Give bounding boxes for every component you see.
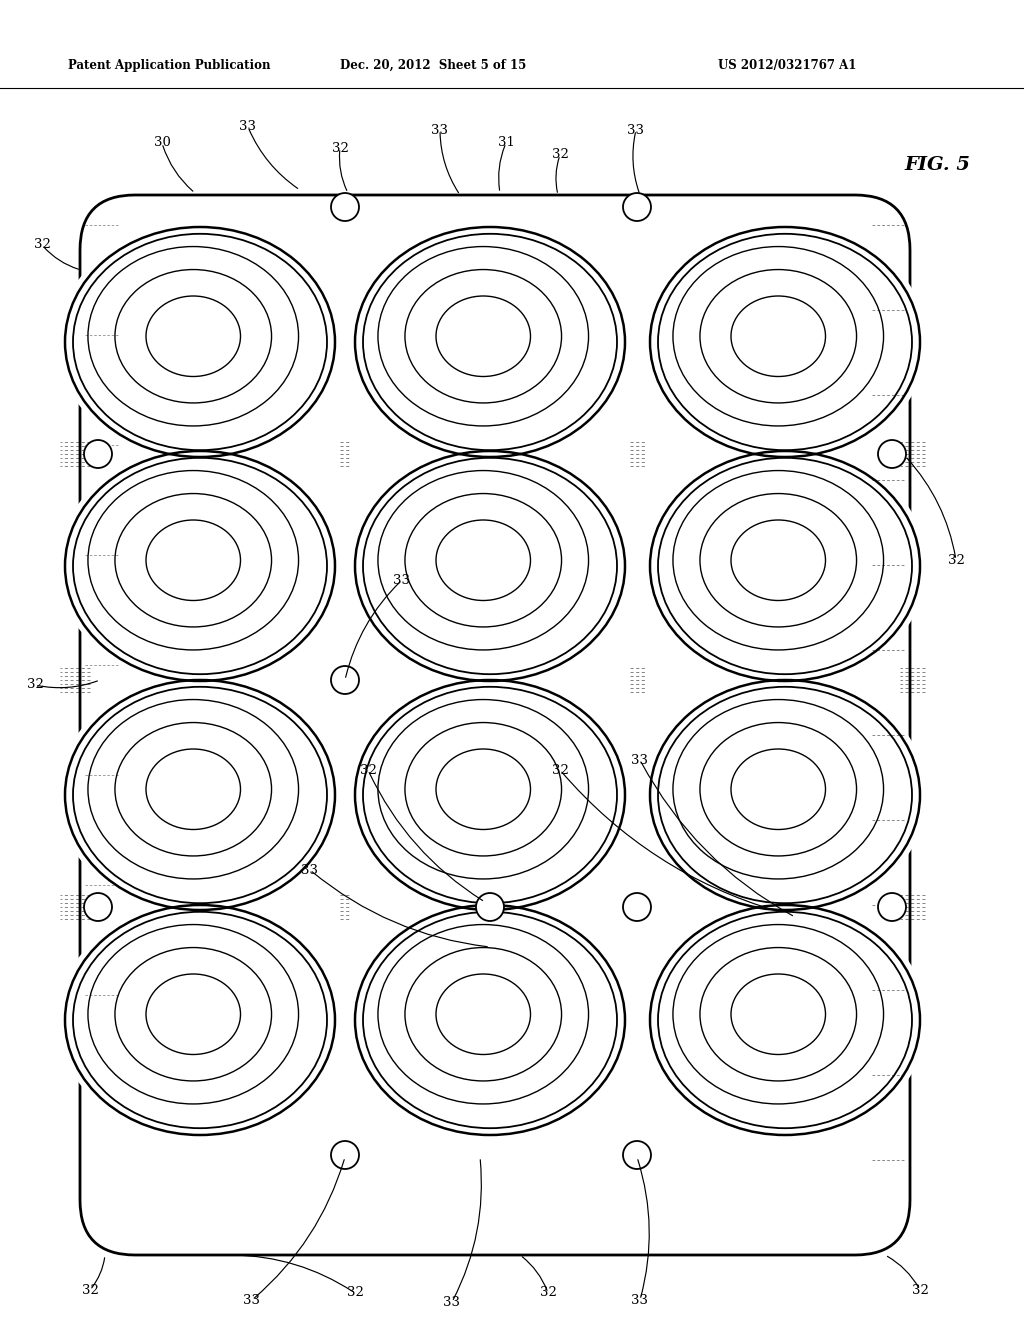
Text: 32: 32 [346,1287,364,1299]
Text: 33: 33 [443,1295,461,1308]
Text: 32: 32 [911,1283,929,1296]
Text: 32: 32 [332,141,348,154]
Ellipse shape [643,445,927,686]
Circle shape [331,193,359,220]
Ellipse shape [58,899,342,1140]
Ellipse shape [58,445,342,686]
Ellipse shape [58,675,342,916]
Ellipse shape [348,675,632,916]
Text: 32: 32 [82,1283,98,1296]
Text: 32: 32 [947,553,965,566]
Ellipse shape [643,899,927,1140]
Text: 33: 33 [244,1294,260,1307]
Text: FIG. 5: FIG. 5 [904,156,970,174]
Text: 33: 33 [632,754,648,767]
Circle shape [84,440,112,469]
Text: US 2012/0321767 A1: US 2012/0321767 A1 [718,58,856,71]
Ellipse shape [348,899,632,1140]
FancyBboxPatch shape [80,195,910,1255]
Circle shape [623,1140,651,1170]
Ellipse shape [58,222,342,463]
Ellipse shape [643,222,927,463]
Circle shape [476,894,504,921]
Circle shape [623,193,651,220]
Text: 33: 33 [628,124,644,136]
Text: 32: 32 [34,239,50,252]
Text: 32: 32 [552,149,568,161]
Circle shape [878,440,906,469]
Text: 33: 33 [301,863,318,876]
Text: 31: 31 [498,136,514,149]
Text: 32: 32 [552,763,568,776]
Ellipse shape [348,222,632,463]
Text: Patent Application Publication: Patent Application Publication [68,58,270,71]
Circle shape [331,667,359,694]
Text: 33: 33 [393,573,411,586]
Circle shape [84,894,112,921]
Ellipse shape [643,675,927,916]
Ellipse shape [348,445,632,686]
Text: 32: 32 [359,763,377,776]
Text: Dec. 20, 2012  Sheet 5 of 15: Dec. 20, 2012 Sheet 5 of 15 [340,58,526,71]
Circle shape [878,894,906,921]
Text: 33: 33 [632,1294,648,1307]
Text: 32: 32 [540,1287,556,1299]
Text: 30: 30 [154,136,170,149]
Circle shape [623,894,651,921]
Text: 33: 33 [431,124,449,136]
Text: 33: 33 [240,120,256,133]
Circle shape [331,1140,359,1170]
Text: 32: 32 [27,678,43,692]
